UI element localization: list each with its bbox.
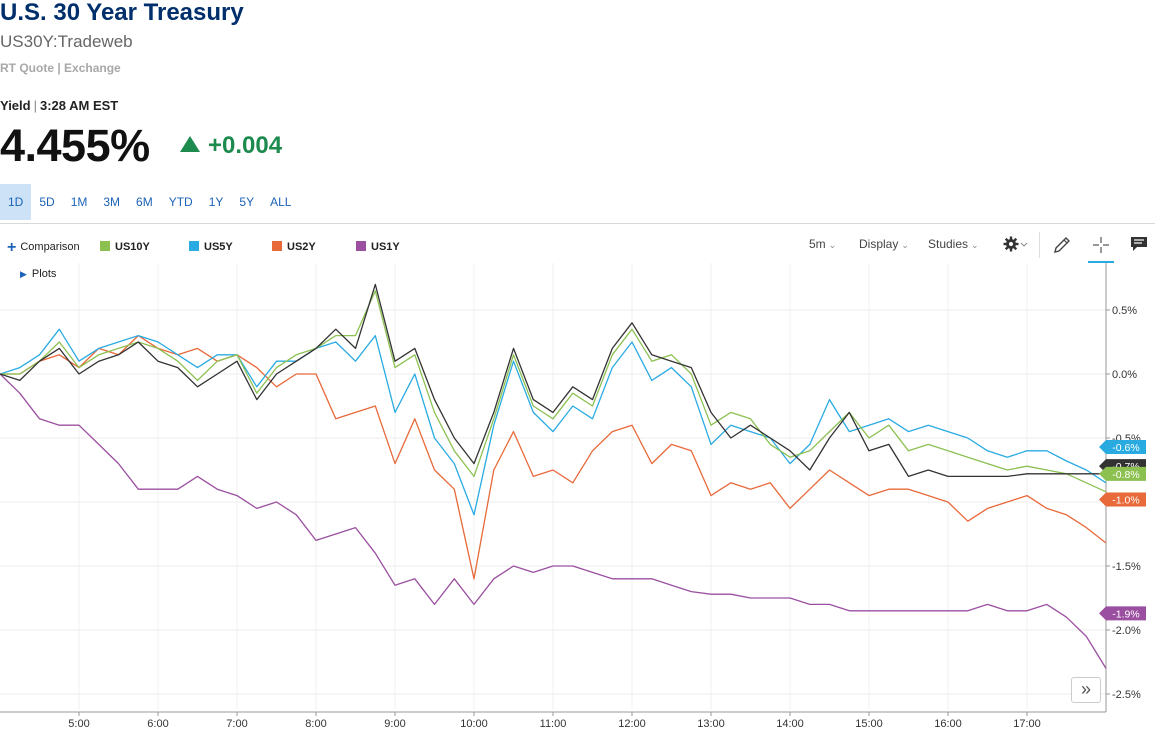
range-1y-button[interactable]: 1Y	[208, 195, 224, 209]
last-value-tag-us5y: -0.6%	[1099, 439, 1146, 454]
x-tick-label: 8:00	[305, 718, 326, 730]
x-tick-label: 11:00	[540, 718, 567, 730]
expand-button[interactable]: »	[1071, 677, 1101, 703]
caret-right-icon: ▶	[20, 269, 27, 279]
quote-source: RT Quote | Exchange	[0, 61, 121, 75]
x-tick-label: 16:00	[934, 718, 962, 730]
x-tick-label: 5:00	[68, 718, 89, 730]
y-tick-label: 0.0%	[1112, 369, 1137, 381]
toolbar-divider	[1039, 232, 1040, 258]
x-tick-label: 12:00	[618, 718, 646, 730]
plots-toggle[interactable]: ▶ Plots	[20, 268, 56, 280]
chart-toolbar: + Comparison US10Y US5Y US2Y US1Y 5m ⌄ Dis…	[0, 232, 1155, 263]
tag-shape	[1099, 439, 1146, 454]
tag-shape	[1099, 492, 1146, 507]
last-value-tag-us2y: -1.0%	[1099, 492, 1146, 507]
double-chevron-right-icon: »	[1080, 679, 1091, 699]
crosshair-button[interactable]	[1088, 235, 1114, 263]
swatch-icon	[100, 241, 110, 251]
pencil-icon	[1054, 237, 1070, 253]
x-tick-label: 15:00	[855, 718, 883, 730]
series-line-us10y	[0, 290, 1107, 493]
studies-label: Studies	[928, 237, 969, 251]
comparison-button[interactable]: + Comparison	[7, 239, 80, 257]
display-dropdown[interactable]: Display ⌄	[859, 237, 909, 251]
comment-button[interactable]	[1130, 235, 1148, 256]
x-tick-label: 14:00	[776, 718, 804, 730]
y-tick-label: -2.0%	[1112, 625, 1141, 637]
price-change-value: +0.004	[208, 132, 283, 159]
last-value-tag-us1y: -1.9%	[1099, 606, 1146, 621]
series-line-us30y	[0, 283, 1106, 478]
series-line-us2y	[0, 334, 1107, 580]
y-tick-label: -1.5%	[1112, 561, 1141, 573]
chevron-down-icon: ⌄	[901, 240, 909, 250]
y-tick-label: -2.5%	[1112, 689, 1141, 701]
legend-us1y[interactable]: US1Y	[356, 241, 400, 253]
plots-label: Plots	[31, 268, 57, 280]
range-6m-button[interactable]: 6M	[136, 195, 153, 209]
x-tick-label: 10:00	[460, 718, 488, 730]
yield-chart[interactable]: 0.5%0.0%-0.5%-1.0%-1.5%-2.0%-2.5%5:006:0…	[0, 263, 1155, 734]
up-arrow-icon	[180, 136, 200, 152]
swatch-icon	[356, 241, 366, 251]
time-range-selector: 1D 5D 1M 3M 6M YTD 1Y 5Y ALL	[0, 184, 299, 220]
legend-us2y[interactable]: US2Y	[272, 241, 316, 253]
quote-time: 3:28 AM EST	[39, 98, 119, 113]
comparison-label: Comparison	[20, 241, 80, 253]
tag-label: -1.0%	[1112, 494, 1139, 506]
x-tick-label: 9:00	[384, 718, 405, 730]
legend-label: US2Y	[287, 241, 316, 253]
tag-shape	[1099, 606, 1146, 621]
chevron-down-icon: ⌄	[828, 240, 837, 250]
series-line-us1y	[0, 373, 1107, 669]
interval-dropdown[interactable]: 5m ⌄	[809, 237, 836, 251]
chevron-down-icon: ⌄	[971, 240, 979, 250]
legend-label: US10Y	[115, 241, 150, 253]
x-tick-label: 6:00	[147, 718, 168, 730]
settings-dropdown[interactable]	[1003, 235, 1029, 256]
yield-label: Yield	[0, 98, 31, 113]
page-title: U.S. 30 Year Treasury	[0, 0, 244, 26]
last-value-tag-us10y: -0.8%	[1099, 466, 1146, 481]
range-3m-button[interactable]: 3M	[103, 195, 121, 209]
symbol-label: US30Y:Tradeweb	[0, 32, 133, 51]
legend-us10y[interactable]: US10Y	[100, 241, 150, 253]
range-1m-button[interactable]: 1M	[70, 195, 88, 209]
tag-label: -0.6%	[1112, 442, 1139, 454]
divider	[0, 223, 1155, 224]
price-change: +0.004	[180, 132, 282, 160]
gear-icon	[1003, 236, 1028, 252]
series-line-us5y	[0, 328, 1107, 516]
x-tick-label: 13:00	[697, 718, 725, 730]
display-label: Display	[859, 237, 899, 251]
tag-label: -1.9%	[1112, 608, 1139, 620]
x-tick-label: 17:00	[1013, 718, 1041, 730]
chart-area[interactable]: 0.5%0.0%-0.5%-1.0%-1.5%-2.0%-2.5%5:006:0…	[0, 263, 1155, 734]
crosshair-icon	[1093, 237, 1109, 253]
tag-label: -0.8%	[1112, 469, 1139, 481]
interval-label: 5m	[809, 237, 826, 251]
comment-icon	[1131, 237, 1147, 251]
plus-icon: +	[7, 239, 17, 256]
x-tick-label: 7:00	[226, 718, 247, 730]
range-ytd-button[interactable]: YTD	[168, 195, 193, 209]
draw-button[interactable]	[1052, 235, 1072, 258]
y-tick-label: 0.5%	[1112, 305, 1137, 317]
range-all-button[interactable]: ALL	[270, 195, 292, 209]
legend-us5y[interactable]: US5Y	[189, 241, 233, 253]
range-1d-button[interactable]: 1D	[0, 184, 32, 220]
legend-label: US1Y	[371, 241, 400, 253]
range-5y-button[interactable]: 5Y	[239, 195, 255, 209]
legend-label: US5Y	[204, 241, 233, 253]
range-5d-button[interactable]: 5D	[39, 195, 55, 209]
tag-shape	[1099, 466, 1146, 481]
yield-timestamp: Yield | 3:28 AM EST	[0, 98, 119, 113]
studies-dropdown[interactable]: Studies ⌄	[928, 237, 979, 251]
swatch-icon	[189, 241, 199, 251]
last-price: 4.455%	[0, 120, 150, 171]
swatch-icon	[272, 241, 282, 251]
